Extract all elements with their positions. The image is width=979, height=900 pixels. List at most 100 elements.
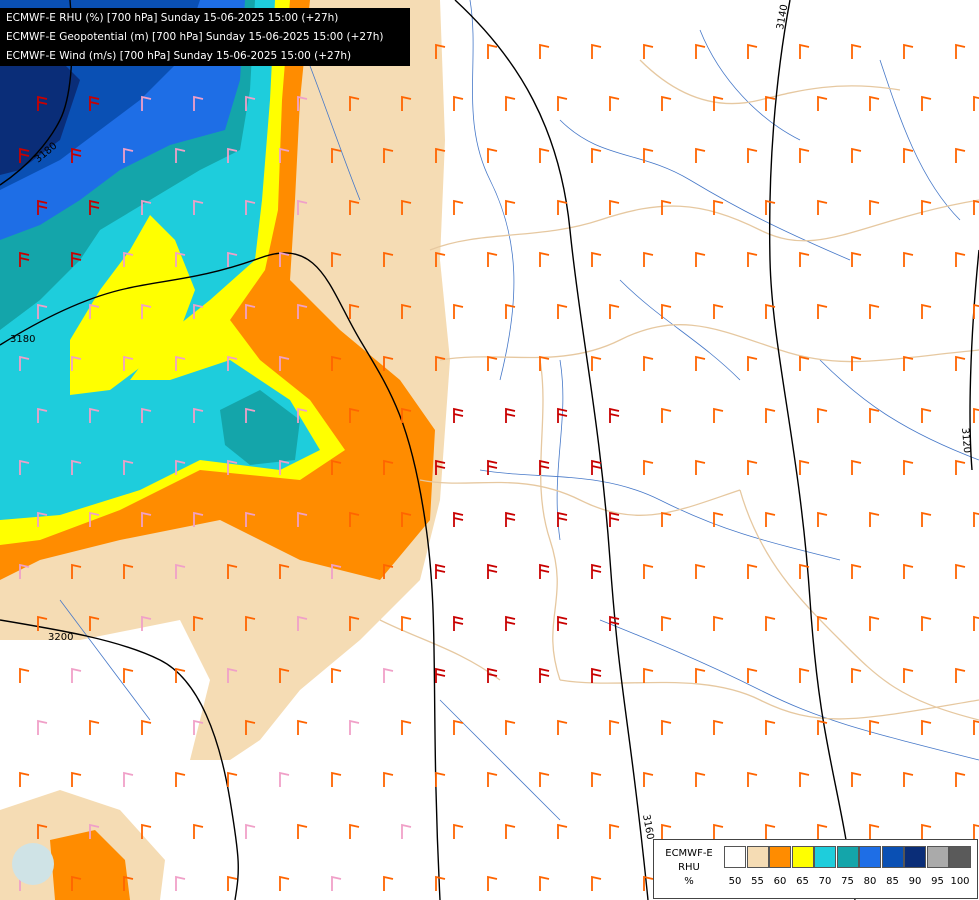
wind-barb <box>817 407 828 423</box>
wind-barb <box>245 303 256 319</box>
wind-barb <box>817 95 828 111</box>
legend-tick-label: 70 <box>818 876 832 887</box>
wind-barb <box>747 771 758 787</box>
wind-barb <box>193 615 204 631</box>
wind-barb <box>713 407 724 423</box>
wind-barb <box>175 459 186 475</box>
wind-barb <box>817 719 828 735</box>
wind-barb <box>141 719 152 735</box>
wind-barb <box>643 355 654 371</box>
wind-barb <box>921 407 932 423</box>
wind-barb <box>245 95 256 111</box>
wind-barb <box>643 771 654 787</box>
rhu-sw-blob-60 <box>50 830 130 900</box>
wind-barb <box>175 771 186 787</box>
title-geopotential: ECMWF-E Geopotential (m) [700 hPa] Sunda… <box>6 31 384 43</box>
wind-barb <box>973 407 979 423</box>
wind-barb <box>903 355 914 371</box>
contour-label: 3180 <box>10 334 35 345</box>
wind-barb <box>71 147 82 163</box>
wind-barb <box>955 43 966 59</box>
wind-barb <box>123 147 134 163</box>
wind-barb <box>435 667 446 683</box>
color-legend: ECMWF-E RHU % 50 55 60 65 70 75 80 85 90 95 100 <box>653 839 978 899</box>
wind-barb <box>19 563 30 579</box>
wind-barb <box>609 407 620 423</box>
wind-barb <box>331 875 342 891</box>
wind-barb <box>695 771 706 787</box>
legend-swatch <box>814 846 836 868</box>
legend-tick-label: 65 <box>796 876 809 887</box>
wind-barb <box>903 563 914 579</box>
wind-barb <box>401 719 412 735</box>
wind-barb <box>141 303 152 319</box>
wind-barb <box>297 719 308 735</box>
wind-barb <box>123 875 134 891</box>
wind-barb <box>487 563 498 579</box>
wind-barb <box>141 511 152 527</box>
wind-barb <box>401 511 412 527</box>
wind-barb <box>383 251 394 267</box>
legend-swatch <box>904 846 926 868</box>
wind-barb <box>765 199 776 215</box>
wind-barb <box>799 563 810 579</box>
wind-barb <box>851 43 862 59</box>
rhu-band-90 <box>0 40 80 175</box>
wind-barb <box>89 303 100 319</box>
wind-barb <box>661 511 672 527</box>
wind-barb <box>851 667 862 683</box>
wind-barb <box>539 147 550 163</box>
wind-barb <box>609 95 620 111</box>
wind-barb <box>227 147 238 163</box>
wind-barb <box>505 719 516 735</box>
wind-barb <box>71 459 82 475</box>
wind-barb <box>37 719 48 735</box>
wind-barb <box>747 459 758 475</box>
wind-barb <box>297 95 308 111</box>
wind-barb <box>487 251 498 267</box>
wind-barb <box>747 563 758 579</box>
wind-barb <box>643 459 654 475</box>
wind-barb <box>175 355 186 371</box>
wind-barb <box>539 667 550 683</box>
wind-barb <box>973 719 979 735</box>
wind-barb <box>817 199 828 215</box>
wind-barb <box>435 459 446 475</box>
wind-barb <box>539 43 550 59</box>
wind-barb <box>453 823 464 839</box>
wind-barb <box>921 95 932 111</box>
wind-barb <box>973 823 979 839</box>
wind-barb <box>869 95 880 111</box>
wind-barb <box>921 823 932 839</box>
wind-barb <box>383 563 394 579</box>
wind-barb <box>799 459 810 475</box>
wind-barb <box>245 823 256 839</box>
wind-barb <box>19 251 30 267</box>
wind-barb <box>851 147 862 163</box>
wind-barb <box>227 875 238 891</box>
wind-barb <box>609 823 620 839</box>
wind-barb <box>349 95 360 111</box>
wind-barb <box>557 719 568 735</box>
wind-barb <box>557 303 568 319</box>
rhu-yellow-inner <box>70 215 195 395</box>
wind-barb <box>903 459 914 475</box>
contour-label: 3200 <box>48 632 73 643</box>
wind-barb <box>557 199 568 215</box>
wind-barb <box>349 407 360 423</box>
legend-swatch <box>724 846 746 868</box>
wind-barb <box>661 303 672 319</box>
legend-tick-label: 50 <box>728 876 742 887</box>
wind-barb <box>903 251 914 267</box>
wind-barb <box>401 199 412 215</box>
wind-barb <box>851 459 862 475</box>
wind-barb <box>869 719 880 735</box>
wind-barb <box>903 147 914 163</box>
wind-barb <box>539 355 550 371</box>
wind-barb <box>973 511 979 527</box>
wind-barb <box>279 563 290 579</box>
wind-barb <box>505 511 516 527</box>
wind-barb <box>765 511 776 527</box>
legend-tick-label: 55 <box>751 876 764 887</box>
wind-barb <box>193 303 204 319</box>
